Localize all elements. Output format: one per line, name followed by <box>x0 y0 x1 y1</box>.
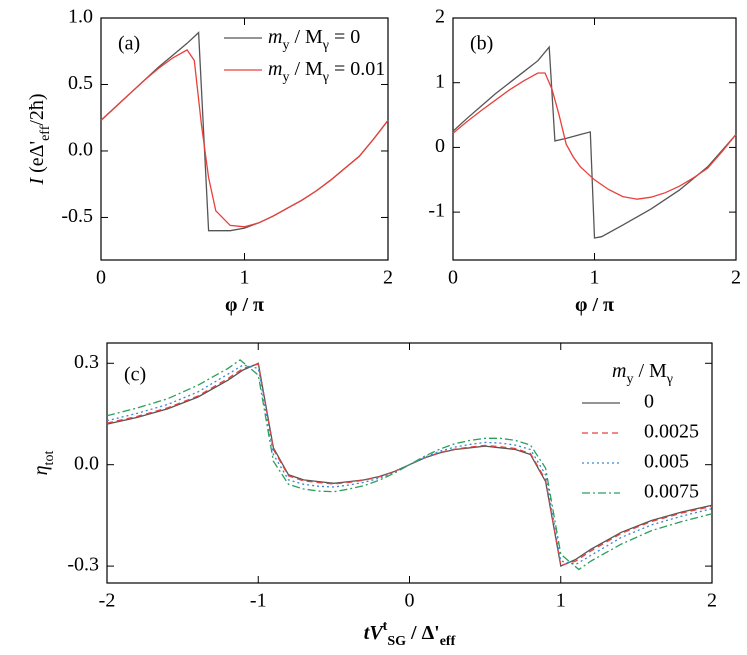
y-tick-label: 0.0 <box>68 139 93 161</box>
x-tick-label: -1 <box>250 590 267 612</box>
data-line <box>452 72 737 200</box>
plot-frame <box>100 17 389 261</box>
y-tick-label: 1 <box>435 70 445 92</box>
x-tick-label: 0 <box>405 590 415 612</box>
x-axis-label-part: V <box>369 622 384 644</box>
legend-title-sub: y <box>626 372 633 387</box>
x-axis-label-sub: SG <box>387 634 406 649</box>
panel-label: (c) <box>124 364 146 386</box>
y-axis-label-part: I <box>26 177 48 186</box>
legend-label: 0 <box>644 391 654 413</box>
legend-label: 0.0025 <box>644 421 699 443</box>
legend-title-sub: γ <box>666 372 673 387</box>
y-axis-label-part: η <box>30 465 52 475</box>
y-axis-label-part: (eΔ' <box>26 141 48 178</box>
x-tick-label: 0 <box>448 267 458 289</box>
data-line <box>452 45 737 239</box>
x-tick-label: 1 <box>556 590 566 612</box>
legend-label-part: m <box>268 26 282 48</box>
x-axis-label: φ / π <box>225 294 264 316</box>
panel-label: (b) <box>470 33 493 55</box>
legend-label-sub: y <box>282 70 289 85</box>
y-axis-label: I (eΔ'eff/2ħ) <box>26 93 53 185</box>
x-tick-label: 1 <box>590 267 600 289</box>
y-axis-label-sub: eff <box>38 125 53 141</box>
x-axis-label: tVtSG / Δ'eff <box>364 619 456 649</box>
x-tick-label: 2 <box>731 267 741 289</box>
x-axis-label-part: φ / π <box>575 294 614 316</box>
x-tick-label: -2 <box>99 590 116 612</box>
x-axis-label-part: φ / π <box>225 294 264 316</box>
y-tick-label: -1 <box>428 200 445 222</box>
y-axis-label: ηtot <box>30 451 57 476</box>
y-tick-label: 0.3 <box>74 351 99 373</box>
legend-label-part: m <box>268 58 282 80</box>
legend-label-part: = 0.01 <box>329 58 385 80</box>
y-tick-label: -0.5 <box>61 205 93 227</box>
y-tick-label: -0.3 <box>67 554 99 576</box>
x-axis-label-sup: t <box>383 619 388 634</box>
legend-title: my / Mγ <box>612 360 673 387</box>
legend-label-part: / M <box>289 26 323 48</box>
y-axis-label-part: /2ħ) <box>26 93 48 125</box>
legend-label-part: = 0 <box>329 26 360 48</box>
x-tick-label: 2 <box>383 267 393 289</box>
legend-label: 0.0075 <box>644 481 699 503</box>
x-tick-label: 1 <box>240 267 250 289</box>
y-tick-label: 1.0 <box>68 6 93 28</box>
panel-label: (a) <box>118 33 140 55</box>
legend-label-sub: γ <box>322 38 329 53</box>
y-tick-label: 0.0 <box>74 452 99 474</box>
x-tick-label: 2 <box>707 590 717 612</box>
legend-label-sub: y <box>282 38 289 53</box>
x-axis-label-part: / Δ' <box>406 622 440 644</box>
y-tick-label: 0.5 <box>68 72 93 94</box>
x-axis-label: φ / π <box>575 294 614 316</box>
x-axis-label-part: t <box>364 622 371 644</box>
y-tick-label: 0 <box>435 135 445 157</box>
data-line <box>100 49 389 228</box>
y-tick-label: 2 <box>435 6 445 28</box>
legend-label-sub: γ <box>322 70 329 85</box>
y-axis-label-sub: tot <box>42 451 57 466</box>
legend-title-part: / M <box>633 360 667 382</box>
x-axis-label-sub: eff <box>440 634 456 649</box>
legend-label: 0.005 <box>644 451 689 473</box>
data-line <box>106 359 713 571</box>
x-tick-label: 0 <box>96 267 106 289</box>
legend-label: my / Mγ = 0 <box>268 26 360 53</box>
legend-title-part: m <box>612 360 626 382</box>
legend-label: my / Mγ = 0.01 <box>268 58 385 85</box>
legend-label-part: / M <box>289 58 323 80</box>
